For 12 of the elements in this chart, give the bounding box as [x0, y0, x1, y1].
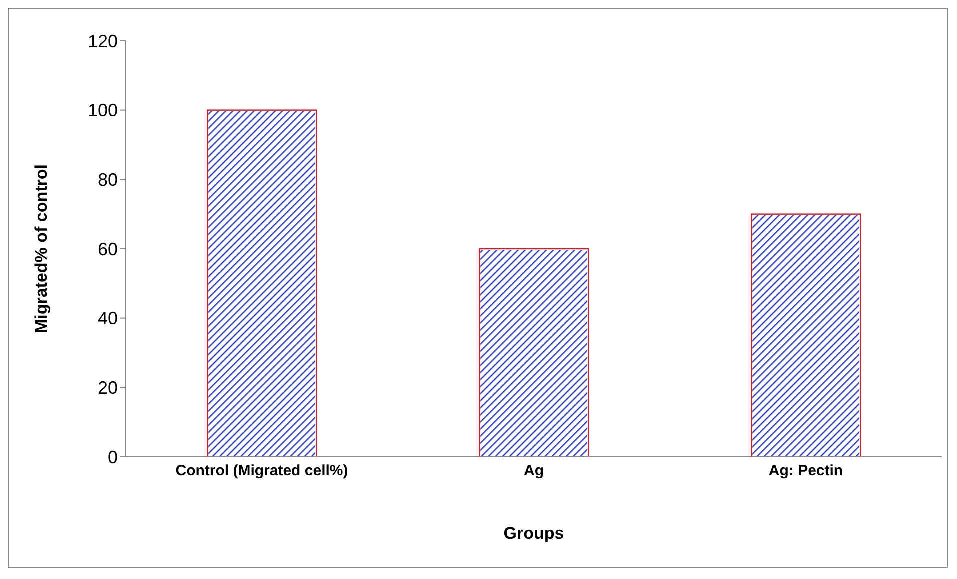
- x-axis-title: Groups: [504, 524, 564, 543]
- y-tick-label: 120: [88, 31, 118, 52]
- x-tick-label: Control (Migrated cell%): [176, 462, 348, 480]
- y-tick-label: 40: [98, 308, 118, 329]
- y-tick-label: 60: [98, 239, 118, 260]
- x-tick-label: Ag: Pectin: [768, 462, 844, 480]
- y-tick-label: 80: [98, 170, 118, 190]
- y-axis-title: Migrated% of control: [32, 164, 52, 334]
- x-tick-label: Ag: [524, 462, 544, 480]
- y-tick-label: 20: [98, 378, 118, 398]
- y-tick-label: 0: [108, 447, 118, 468]
- y-tick-label: 100: [88, 100, 118, 121]
